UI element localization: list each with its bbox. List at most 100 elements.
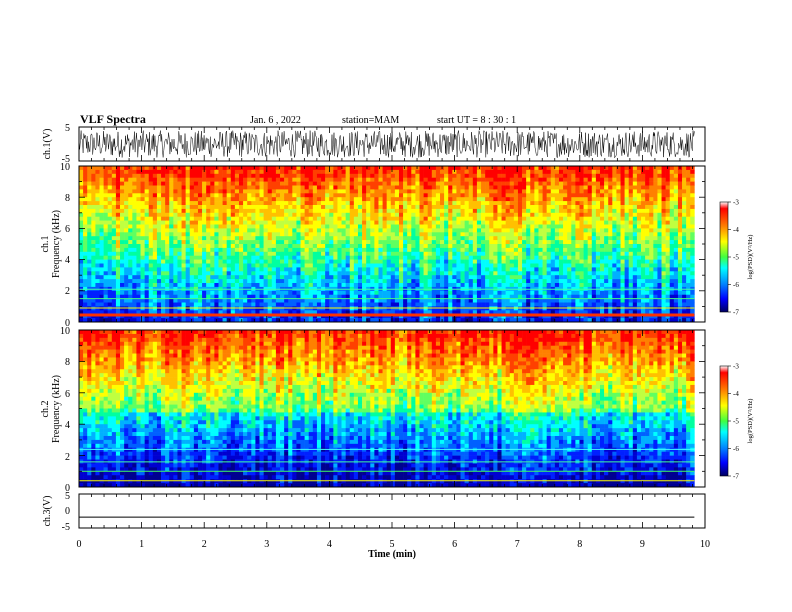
spectrogram-cell — [263, 232, 269, 237]
spectrogram-cell — [95, 224, 100, 229]
spectrogram-cell — [230, 310, 236, 315]
spectrogram-cell — [353, 220, 359, 225]
spectrogram-cell — [563, 166, 568, 171]
spectrogram-cell — [489, 232, 494, 237]
spectrogram-cell — [452, 290, 457, 295]
spectrogram-cell — [390, 205, 396, 210]
spectrogram-cell — [448, 189, 453, 194]
spectrogram-cell — [485, 177, 490, 182]
spectrogram-cell — [222, 251, 227, 256]
spectrogram-cell — [156, 318, 162, 323]
spectrogram-cell — [210, 310, 215, 315]
spectrogram-cell — [398, 169, 404, 175]
spectrogram-cell — [144, 205, 150, 210]
spectrogram-cell — [144, 279, 150, 284]
spectrogram-cell — [210, 251, 215, 256]
spectrogram-cell — [403, 189, 408, 194]
spectrogram-cell — [411, 220, 416, 225]
spectrogram-cell — [460, 298, 465, 303]
spectrogram-cell — [251, 177, 256, 182]
spectrogram-cell — [505, 201, 511, 206]
spectrogram-cell — [132, 173, 137, 178]
spectrogram-cell — [185, 189, 191, 194]
spectrogram-cell — [394, 236, 400, 241]
spectrogram-cell — [567, 224, 572, 229]
spectrogram-cell — [165, 232, 170, 237]
spectrogram-cell — [238, 205, 244, 210]
spectrogram-cell — [83, 275, 88, 280]
spectrogram-cell — [423, 185, 428, 190]
spectrogram-cell — [140, 294, 145, 299]
spectrogram-cell — [144, 197, 150, 202]
spectrogram-cell — [341, 232, 346, 237]
spectrogram-cell — [181, 189, 186, 194]
spectrogram-cell — [234, 267, 240, 272]
spectrogram-cell — [571, 259, 576, 264]
spectrogram-cell — [509, 251, 515, 256]
spectrogram-cell — [95, 259, 100, 264]
spectrogram-cell — [234, 279, 240, 284]
spectrogram-cell — [148, 220, 154, 225]
spectrogram-cell — [325, 212, 330, 217]
spectrogram-cell — [91, 244, 96, 249]
spectrogram-cell — [464, 197, 470, 202]
spectrogram-cell — [316, 279, 322, 284]
spectrogram-cell — [378, 181, 383, 186]
spectrogram-cell — [325, 169, 330, 175]
spectrogram-cell — [222, 240, 227, 245]
spectrogram-cell — [407, 216, 412, 221]
spectrogram-cell — [140, 177, 145, 182]
spectrogram-cell — [558, 212, 564, 217]
spectrogram-cell — [247, 236, 252, 241]
spectrogram-cell — [382, 193, 387, 198]
spectrogram-cell — [275, 216, 281, 221]
spectrogram-cell — [362, 185, 367, 190]
spectrogram-cell — [366, 205, 371, 210]
spectrogram-cell — [83, 216, 88, 221]
spectrogram-cell — [128, 208, 133, 214]
spectrogram-cell — [148, 240, 154, 245]
spectrogram-cell — [280, 244, 285, 249]
spectrogram-cell — [415, 294, 420, 299]
spectrogram-cell — [280, 173, 285, 178]
spectrogram-cell — [271, 173, 277, 178]
spectrogram-cell — [308, 247, 314, 253]
spectrogram-cell — [333, 212, 338, 217]
spectrogram-cell — [91, 294, 96, 299]
spectrogram-cell — [353, 251, 359, 256]
spectrogram-cell — [292, 298, 297, 303]
spectrogram-cell — [144, 212, 150, 217]
spectrogram-cell — [530, 236, 535, 241]
spectrogram-cell — [91, 189, 96, 194]
spectrogram-cell — [222, 224, 227, 229]
spectrogram-cell — [476, 298, 482, 303]
spectrogram-cell — [132, 310, 137, 315]
spectrogram-cell — [374, 197, 379, 202]
spectrogram-cell — [542, 318, 547, 323]
spectrogram-cell — [79, 271, 84, 276]
spectrogram-cell — [497, 181, 502, 186]
spectrogram-cell — [173, 185, 178, 190]
spectrogram-cell — [337, 228, 342, 233]
spectrogram-cell — [575, 271, 580, 276]
spectrogram-cell — [132, 318, 137, 323]
spectrogram-cell — [136, 212, 141, 217]
spectrogram-cell — [411, 263, 416, 268]
spectrogram-cell — [382, 201, 387, 206]
spectrogram-cell — [234, 283, 240, 288]
spectrogram-cell — [169, 201, 174, 206]
spectrogram-cell — [263, 228, 269, 233]
spectrogram-cell — [255, 290, 260, 295]
spectrogram-cell — [202, 208, 207, 214]
spectrogram-cell — [304, 244, 310, 249]
spectrogram-cell — [517, 216, 523, 221]
spectrogram-cell — [132, 255, 137, 260]
spectrogram-cell — [571, 306, 576, 311]
spectrogram-cell — [87, 224, 92, 229]
spectrogram-cell — [156, 290, 162, 295]
spectrogram-cell — [427, 279, 433, 284]
spectrogram-cell — [579, 173, 584, 178]
spectrogram-cell — [435, 208, 441, 214]
spectrogram-cell — [349, 177, 355, 182]
spectrogram-cell — [456, 279, 461, 284]
